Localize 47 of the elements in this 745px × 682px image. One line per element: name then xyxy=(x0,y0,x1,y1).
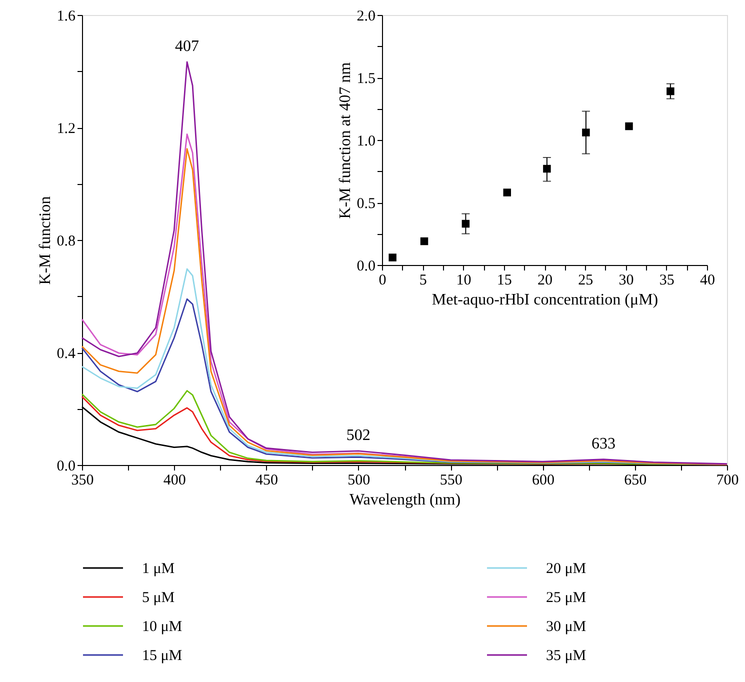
y-axis-title: K-M function xyxy=(36,196,54,285)
x-axis-title: Wavelength (nm) xyxy=(349,492,461,508)
x-tick-label: 650 xyxy=(624,472,647,488)
y-tick-label: 0.4 xyxy=(56,346,76,362)
x-axis-title: Met-aquo-rHbI concentration (μM) xyxy=(432,292,658,308)
x-tick-label: 35 xyxy=(659,272,674,288)
y-tick-label: 0.0 xyxy=(56,458,76,474)
x-tick-label: 30 xyxy=(618,272,634,288)
y-tick-label: 1.5 xyxy=(356,71,376,87)
legend-label: 30 μM xyxy=(546,619,586,635)
point xyxy=(420,237,428,246)
x-tick-label: 25 xyxy=(578,272,594,288)
x-tick-label: 500 xyxy=(348,472,370,488)
y-tick-label: 0.8 xyxy=(56,234,76,250)
y-tick-label: 0.5 xyxy=(356,196,376,212)
x-tick-label: 0 xyxy=(378,272,386,288)
y-axis-title: K-M function at 407 nm xyxy=(336,62,354,219)
y-tick-label: 1.6 xyxy=(56,8,76,24)
x-tick-label: 400 xyxy=(163,472,186,488)
annotation: 502 xyxy=(346,426,370,444)
legend-label: 5 μM xyxy=(142,590,175,606)
x-tick-label: 40 xyxy=(700,272,715,288)
x-tick-label: 5 xyxy=(419,272,427,288)
x-tick-label: 20 xyxy=(538,272,552,288)
y-tick-label: 1.0 xyxy=(356,134,376,150)
legend-label: 10 μM xyxy=(142,619,182,635)
y-tick-label: 1.2 xyxy=(56,121,76,137)
x-tick-label: 700 xyxy=(716,472,739,488)
point xyxy=(388,254,396,262)
legend-label: 20 μM xyxy=(546,561,586,577)
legend-label: 35 μM xyxy=(546,648,586,664)
annotation: 407 xyxy=(175,38,200,55)
point xyxy=(625,122,633,130)
x-tick-label: 450 xyxy=(256,472,278,488)
legend-label: 15 μM xyxy=(142,648,182,664)
legend-label: 25 μM xyxy=(546,590,586,606)
x-tick-label: 10 xyxy=(456,272,472,288)
y-tick-label: 2.0 xyxy=(356,8,376,24)
x-tick-label: 550 xyxy=(440,472,462,488)
point xyxy=(582,128,590,136)
y-tick-label: 0.0 xyxy=(356,258,376,274)
point xyxy=(503,188,511,196)
x-tick-label: 600 xyxy=(532,472,554,488)
annotation: 633 xyxy=(592,435,616,452)
x-tick-label: 350 xyxy=(71,472,94,488)
legend-label: 1 μM xyxy=(142,561,175,577)
x-tick-label: 15 xyxy=(496,272,512,288)
